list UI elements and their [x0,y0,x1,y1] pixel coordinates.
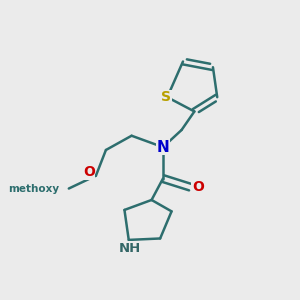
Text: N: N [157,140,169,154]
Text: NH: NH [119,242,141,255]
Text: S: S [161,90,171,104]
Text: O: O [83,165,95,179]
Text: O: O [192,180,204,194]
Text: methoxy: methoxy [8,184,59,194]
